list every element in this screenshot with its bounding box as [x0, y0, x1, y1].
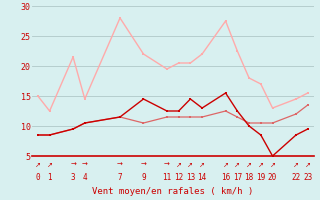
Text: ↗: ↗: [305, 162, 311, 168]
Text: ↗: ↗: [188, 162, 193, 168]
Text: 18: 18: [244, 172, 254, 182]
Text: 16: 16: [221, 172, 230, 182]
Text: 12: 12: [174, 172, 183, 182]
Text: ↗: ↗: [258, 162, 264, 168]
Text: 20: 20: [268, 172, 277, 182]
Text: ↗: ↗: [223, 162, 228, 168]
Text: 1: 1: [47, 172, 52, 182]
Text: 11: 11: [162, 172, 172, 182]
Text: 14: 14: [197, 172, 207, 182]
Text: ↗: ↗: [269, 162, 276, 168]
Text: 17: 17: [233, 172, 242, 182]
Text: 13: 13: [186, 172, 195, 182]
Text: 7: 7: [118, 172, 122, 182]
Text: Vent moyen/en rafales ( km/h ): Vent moyen/en rafales ( km/h ): [92, 187, 253, 196]
Text: 0: 0: [36, 172, 40, 182]
Text: 22: 22: [292, 172, 300, 182]
Text: →: →: [82, 162, 88, 168]
Text: →: →: [164, 162, 170, 168]
Text: ↗: ↗: [199, 162, 205, 168]
Text: ↗: ↗: [234, 162, 240, 168]
Text: 3: 3: [71, 172, 76, 182]
Text: 4: 4: [83, 172, 87, 182]
Text: ↗: ↗: [35, 162, 41, 168]
Text: ↗: ↗: [47, 162, 52, 168]
Text: →: →: [117, 162, 123, 168]
Text: 23: 23: [303, 172, 312, 182]
Text: →: →: [140, 162, 147, 168]
Text: 19: 19: [256, 172, 265, 182]
Text: ↗: ↗: [293, 162, 299, 168]
Text: ↗: ↗: [176, 162, 182, 168]
Text: 9: 9: [141, 172, 146, 182]
Text: ↗: ↗: [246, 162, 252, 168]
Text: →: →: [70, 162, 76, 168]
